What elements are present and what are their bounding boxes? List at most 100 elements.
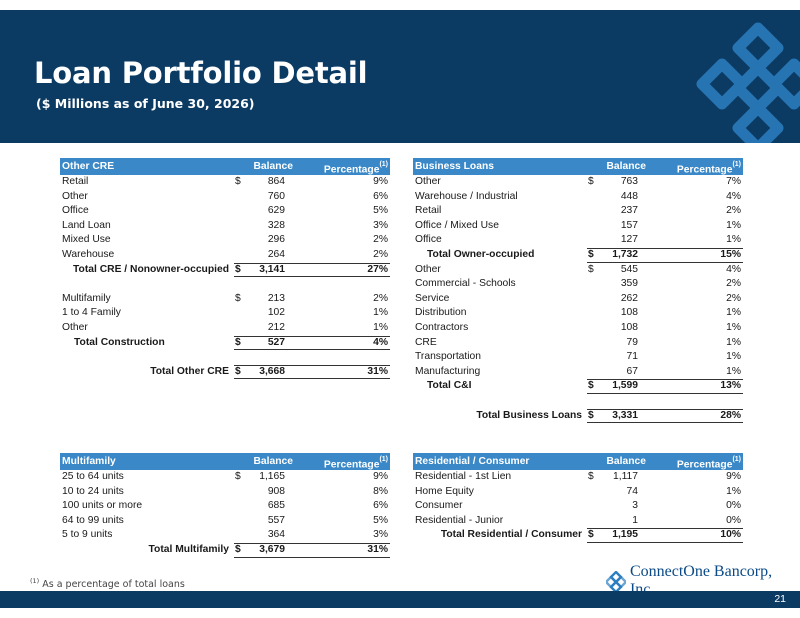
row-balance: 102 bbox=[267, 307, 285, 319]
table-row: Distribution 108 1% bbox=[413, 306, 743, 321]
header-percentage: Percentage(1) bbox=[323, 456, 388, 471]
row-percentage: 1% bbox=[726, 321, 741, 333]
table-row: Warehouse / Industrial 448 4% bbox=[413, 190, 743, 205]
row-label: Commercial - Schools bbox=[415, 278, 516, 290]
row-balance: 908 bbox=[267, 485, 285, 497]
table-row: Multifamily $213 2% bbox=[60, 292, 390, 307]
total-percentage: 27% bbox=[367, 263, 388, 275]
business-loans-table: Business Loans Balance Percentage(1) Oth… bbox=[413, 158, 743, 424]
row-balance: 545 bbox=[620, 263, 638, 275]
table-row: Office / Mixed Use 157 1% bbox=[413, 219, 743, 234]
total-percentage: 15% bbox=[720, 248, 741, 260]
row-group: Other $545 4% Commercial - Schools 359 2% Serv… bbox=[413, 263, 743, 380]
row-percentage: 8% bbox=[373, 485, 388, 497]
row-balance: 685 bbox=[267, 500, 285, 512]
total-row: Total Other CRE $ 3,668 31% bbox=[60, 364, 390, 380]
header-percentage: Percentage(1) bbox=[676, 161, 741, 176]
row-label: 5 to 9 units bbox=[62, 529, 113, 541]
row-group: Other $763 7% Warehouse / Industrial 448 4% Re… bbox=[413, 175, 743, 248]
total-label: Total Residential / Consumer bbox=[440, 529, 582, 541]
header-percentage: Percentage(1) bbox=[323, 161, 388, 176]
page-title: Loan Portfolio Detail bbox=[34, 56, 368, 90]
header-category: Residential / Consumer bbox=[415, 456, 530, 467]
total-dollar-sign: $ bbox=[235, 336, 241, 348]
total-percentage: 4% bbox=[373, 336, 388, 348]
row-label: 100 units or more bbox=[62, 500, 143, 512]
total-underline bbox=[587, 379, 743, 394]
row-balance: 359 bbox=[620, 278, 638, 290]
row-percentage: 1% bbox=[726, 219, 741, 231]
row-percentage: 2% bbox=[373, 248, 388, 260]
table-row: 64 to 99 units 557 5% bbox=[60, 514, 390, 529]
footnote: (1) As a percentage of total loans bbox=[30, 577, 185, 590]
diamond-pattern-icon bbox=[696, 22, 800, 143]
table-row: Commercial - Schools 359 2% bbox=[413, 277, 743, 292]
row-label: Other bbox=[415, 263, 441, 275]
row-percentage: 3% bbox=[373, 529, 388, 541]
row-percentage: 1% bbox=[373, 321, 388, 333]
row-label: Manufacturing bbox=[415, 365, 481, 377]
table-header: Other CRE Balance Percentage(1) bbox=[60, 158, 390, 175]
total-dollar-sign: $ bbox=[235, 263, 241, 275]
total-label: Total Other CRE bbox=[150, 365, 229, 377]
row-label: Warehouse / Industrial bbox=[415, 190, 518, 202]
row-balance: 108 bbox=[620, 307, 638, 319]
row-percentage: 1% bbox=[726, 307, 741, 319]
row-label: Other bbox=[62, 190, 88, 202]
row-group: Multifamily $213 2% 1 to 4 Family 102 1% Other… bbox=[60, 292, 390, 336]
logo-text: ConnectOne Bancorp, Inc. bbox=[629, 563, 773, 598]
total-balance: 3,141 bbox=[259, 263, 285, 275]
row-percentage: 3% bbox=[373, 219, 388, 231]
table-header: Business Loans Balance Percentage(1) bbox=[413, 158, 743, 175]
table-row: Manufacturing 67 1% bbox=[413, 365, 743, 380]
total-row: Total Business Loans $ 3,331 28% bbox=[413, 408, 743, 424]
row-percentage: 6% bbox=[373, 190, 388, 202]
row-balance: 212 bbox=[267, 321, 285, 333]
header-category: Multifamily bbox=[62, 456, 116, 467]
table-row: Retail $864 9% bbox=[60, 175, 390, 190]
table-header: Residential / Consumer Balance Percentag… bbox=[413, 453, 743, 470]
total-balance: 3,668 bbox=[259, 365, 285, 377]
footnote-text: As a percentage of total loans bbox=[42, 579, 185, 591]
row-label: Office bbox=[415, 234, 442, 246]
row-percentage: 9% bbox=[373, 176, 388, 187]
table-row: CRE 79 1% bbox=[413, 336, 743, 351]
row-group: Residential - 1st Lien $1,117 9% Home Equit… bbox=[413, 470, 743, 528]
row-percentage: 1% bbox=[726, 365, 741, 377]
row-balance: 1,165 bbox=[259, 471, 285, 482]
total-row: Total Multifamily $ 3,679 31% bbox=[60, 542, 390, 558]
row-percentage: 2% bbox=[726, 278, 741, 290]
total-underline bbox=[234, 364, 390, 380]
row-balance: 557 bbox=[267, 514, 285, 526]
table-row: 1 to 4 Family 102 1% bbox=[60, 306, 390, 321]
row-label: Multifamily bbox=[62, 292, 111, 304]
total-dollar-sign: $ bbox=[588, 248, 594, 260]
row-balance: 364 bbox=[267, 529, 285, 541]
total-label: Total Owner-occupied bbox=[427, 248, 535, 260]
total-row: Total C&I $ 1,599 13% bbox=[413, 379, 743, 394]
total-percentage: 31% bbox=[367, 543, 388, 555]
table-row: Land Loan 328 3% bbox=[60, 219, 390, 234]
header-category: Business Loans bbox=[415, 161, 494, 172]
total-label: Total C&I bbox=[427, 380, 472, 392]
table-row: Residential - Junior 1 0% bbox=[413, 514, 743, 529]
row-percentage: 9% bbox=[373, 471, 388, 482]
row-balance: 79 bbox=[626, 336, 638, 348]
row-label: Contractors bbox=[415, 321, 469, 333]
other-cre-table: Other CRE Balance Percentage(1) Retail $8… bbox=[60, 158, 390, 380]
header-balance: Balance bbox=[253, 456, 294, 467]
row-label: Residential - Junior bbox=[415, 514, 504, 526]
total-dollar-sign: $ bbox=[235, 365, 241, 377]
row-balance: 760 bbox=[267, 190, 285, 202]
row-percentage: 6% bbox=[373, 500, 388, 512]
row-label: Other bbox=[62, 321, 88, 333]
total-balance: 3,679 bbox=[259, 543, 285, 555]
total-dollar-sign: $ bbox=[588, 409, 594, 421]
row-percentage: 5% bbox=[373, 514, 388, 526]
row-balance: 127 bbox=[620, 234, 638, 246]
row-label: Warehouse bbox=[62, 248, 115, 260]
row-label: Service bbox=[415, 292, 450, 304]
table-row: Office 127 1% bbox=[413, 233, 743, 248]
row-balance: 296 bbox=[267, 234, 285, 246]
table-row: Other $545 4% bbox=[413, 263, 743, 278]
